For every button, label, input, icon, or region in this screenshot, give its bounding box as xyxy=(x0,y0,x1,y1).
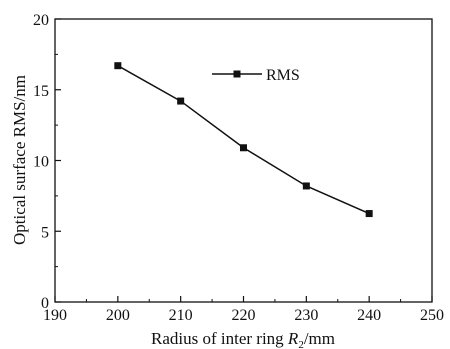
y-axis-label: Optical surface RMS/nm xyxy=(10,75,29,245)
data-point-230 xyxy=(302,182,310,190)
legend-marker xyxy=(233,70,241,78)
y-tick-label-10: 10 xyxy=(33,154,49,171)
x-tick-label-220: 220 xyxy=(232,307,256,324)
legend: RMS xyxy=(212,67,300,84)
series-line-rms xyxy=(117,65,370,215)
x-tick-label-210: 210 xyxy=(169,307,193,324)
x-axis-label-var: R xyxy=(287,329,299,348)
x-tick-label-230: 230 xyxy=(294,307,318,324)
legend-label-rms: RMS xyxy=(266,67,300,84)
x-axis-label: Radius of inter ring R2/mm xyxy=(151,329,335,349)
data-point-240 xyxy=(365,210,373,218)
x-tick-label-190: 190 xyxy=(43,307,67,324)
x-axis-label-main: Radius of inter ring xyxy=(151,329,288,348)
x-axis-label-sub: 2 xyxy=(298,339,304,349)
y-tick-label-15: 15 xyxy=(33,83,49,100)
x-tick-label-250: 250 xyxy=(420,307,444,324)
plot-frame xyxy=(54,18,433,303)
x-tick-label-240: 240 xyxy=(357,307,381,324)
y-tick-label-20: 20 xyxy=(33,12,49,29)
y-tick-label-0: 0 xyxy=(41,295,49,312)
x-axis-label-unit: /mm xyxy=(304,329,335,348)
series-layer xyxy=(114,62,373,218)
data-point-210 xyxy=(177,97,185,105)
ticks-layer: 190 200 210 220 230 240 250 0 5 10 15 20 xyxy=(33,12,444,324)
x-tick-label-200: 200 xyxy=(106,307,130,324)
data-point-200 xyxy=(114,62,122,70)
data-point-220 xyxy=(240,144,247,152)
y-tick-label-5: 5 xyxy=(41,224,49,241)
